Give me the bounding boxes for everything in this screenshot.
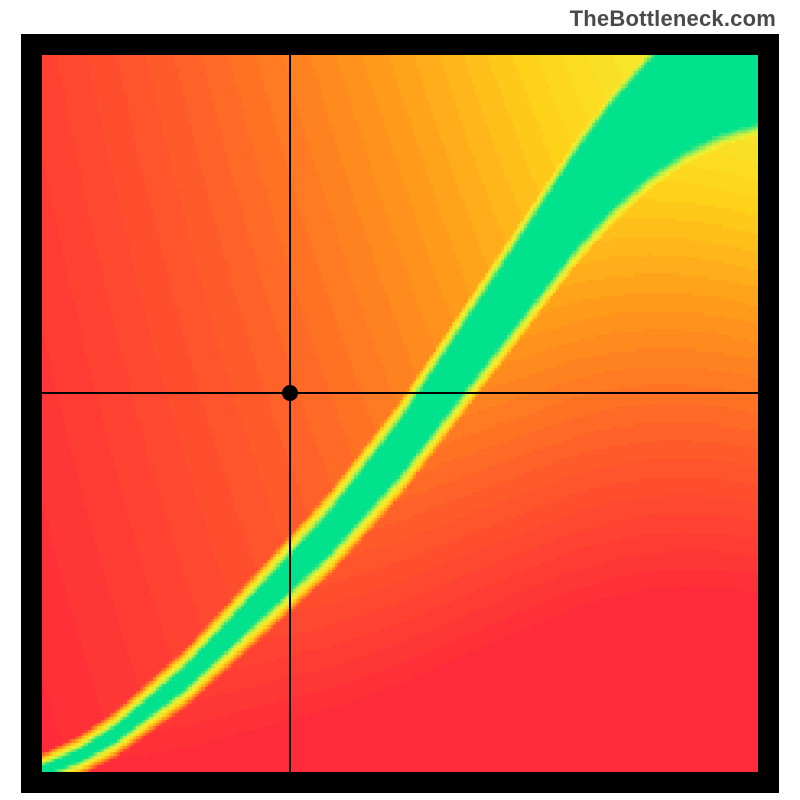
- frame-right: [758, 34, 779, 793]
- frame-left: [21, 34, 42, 793]
- crosshair-marker: [282, 385, 298, 401]
- chart-container: TheBottleneck.com: [0, 0, 800, 800]
- frame-bottom: [21, 772, 779, 793]
- heatmap-canvas: [42, 55, 758, 772]
- crosshair-horizontal: [42, 392, 758, 394]
- crosshair-vertical: [289, 55, 291, 772]
- frame-top: [21, 34, 779, 55]
- watermark-text: TheBottleneck.com: [570, 6, 776, 32]
